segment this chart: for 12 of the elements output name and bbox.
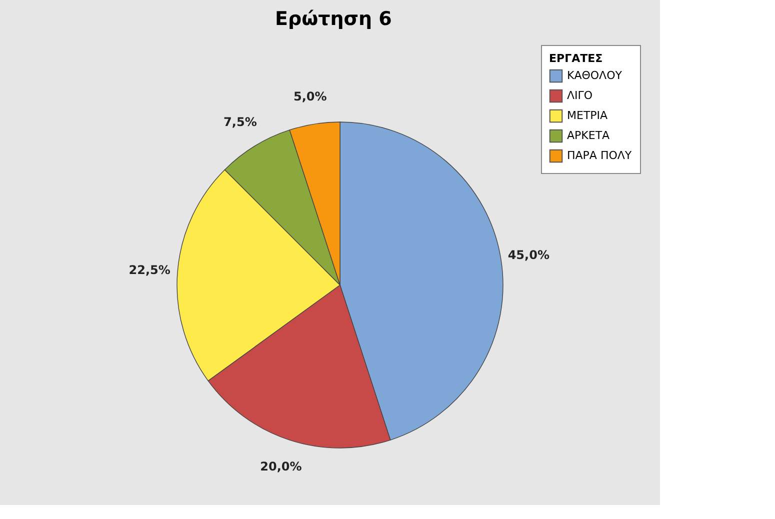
legend-label: ΚΑΘΟΛΟΥ [567,69,622,82]
chart-title: Ερώτηση 6 [275,8,392,30]
data-label: 45,0% [508,248,550,262]
legend-label: ΜΕΤΡΙΑ [567,109,608,122]
data-label: 5,0% [293,89,327,104]
data-label: 20,0% [260,460,302,474]
legend-label: ΛΙΓΟ [567,89,593,102]
legend-label: ΑΡΚΕΤΑ [567,129,610,142]
legend-title: ΕΡΓΑΤΕΣ [549,52,603,65]
legend-label: ΠΑΡΑ ΠΟΛΥ [567,149,632,162]
data-label: 22,5% [128,263,170,278]
data-label: 7,5% [224,115,257,130]
